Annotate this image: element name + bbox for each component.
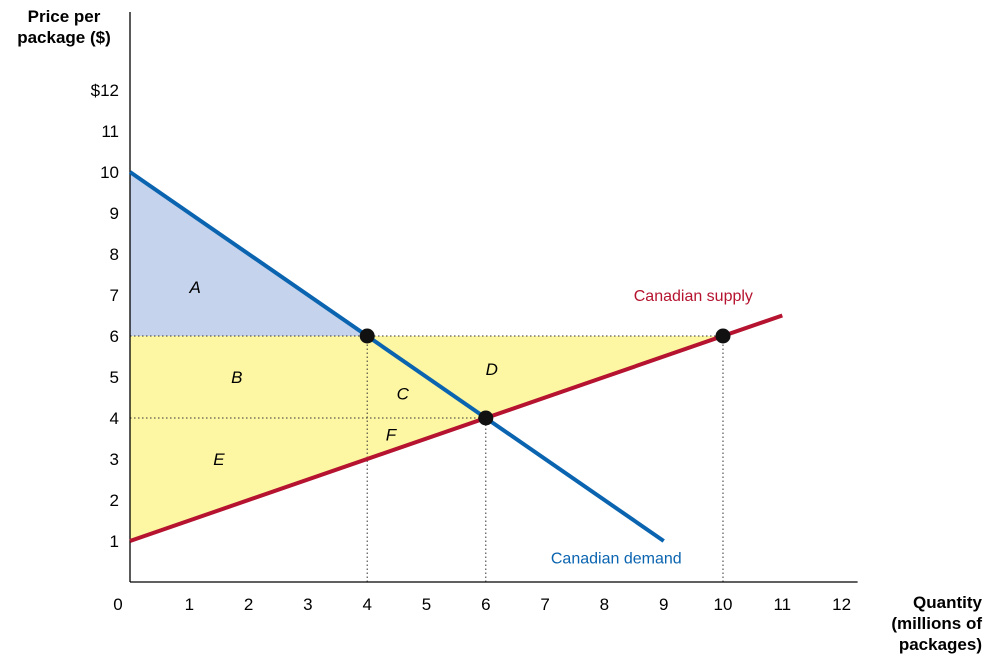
canadian-supply-line (129, 313, 783, 543)
y-tick-label: 1 (110, 532, 119, 551)
equilibrium-point (715, 328, 731, 344)
x-tick-label: 12 (832, 595, 851, 614)
y-tick-label: 9 (110, 204, 119, 223)
y-tick-label: 10 (100, 163, 119, 182)
x-tick-label: 8 (600, 595, 609, 614)
y-tick-label: 3 (110, 450, 119, 469)
y-axis-label: Price per package ($) (4, 6, 124, 48)
x-tick-label: 6 (481, 595, 490, 614)
y-tick-label: $12 (91, 81, 119, 100)
region-label-a: A (189, 278, 201, 297)
x-tick-label: 3 (303, 595, 312, 614)
y-tick-label: 2 (110, 491, 119, 510)
x-tick-label: 2 (244, 595, 253, 614)
x-tick-label: 7 (540, 595, 549, 614)
equilibrium-points (359, 328, 731, 426)
x-axis-label-line: packages) (898, 635, 982, 654)
region-label-f: F (386, 425, 398, 444)
region-label-d: D (486, 360, 498, 379)
y-tick-label: 6 (110, 327, 119, 346)
region-labels: A B C D E F (189, 278, 498, 469)
x-tick-label: 11 (773, 595, 791, 614)
y-tick-label: 11 (101, 122, 119, 141)
shaded-regions (130, 172, 723, 541)
series-label: Canadian demand (551, 550, 682, 567)
reference-lines (130, 335, 724, 582)
series-lines (128, 170, 783, 543)
region-label-e: E (213, 450, 225, 469)
x-tick-label: 0 (113, 595, 122, 614)
region-label-c: C (397, 384, 410, 403)
canadian-demand-line (128, 170, 665, 543)
x-tick-label: 9 (659, 595, 668, 614)
region-label-b: B (231, 368, 242, 387)
x-tick-label: 4 (362, 595, 371, 614)
series-labels: Canadian supply Canadian demand (551, 288, 753, 567)
y-axis-label-line: Price per (27, 7, 101, 26)
series-label: Canadian supply (634, 288, 753, 305)
x-axis-label: Quantity (millions of packages) (842, 592, 982, 655)
y-tick-label: 8 (110, 245, 119, 264)
axes (129, 12, 858, 583)
equilibrium-point (359, 328, 375, 344)
x-tick-label: 5 (422, 595, 431, 614)
equilibrium-point (478, 410, 494, 426)
y-tick-label: 7 (110, 286, 119, 305)
x-axis-label-line: Quantity (913, 593, 982, 612)
x-tick-label: 10 (714, 595, 733, 614)
x-axis-label-line: (millions of (891, 614, 982, 633)
y-tick-label: 5 (110, 368, 119, 387)
x-tick-label: 1 (185, 595, 194, 614)
y-axis-label-line: package ($) (17, 28, 111, 47)
y-tick-label: 4 (110, 409, 119, 428)
